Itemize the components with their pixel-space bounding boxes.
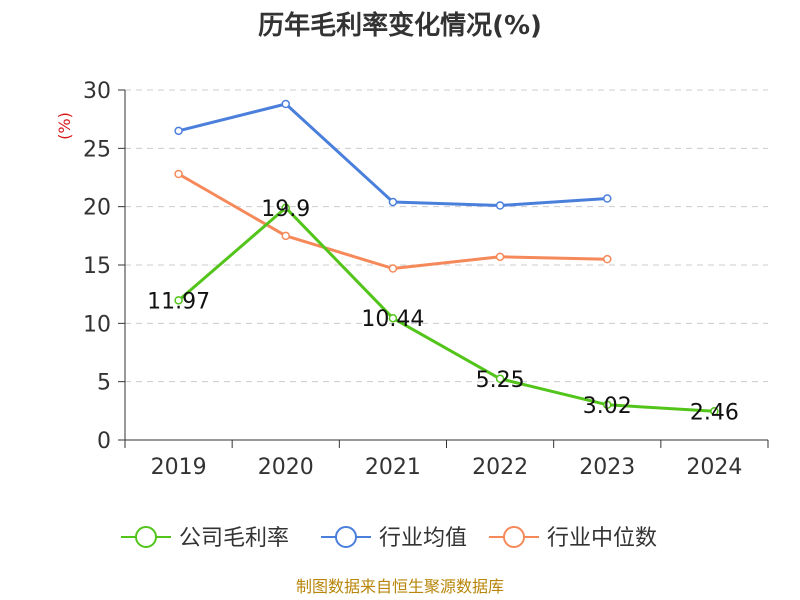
x-tick-label: 2019	[151, 455, 207, 480]
data-point	[174, 169, 183, 179]
x-tick-label: 2020	[258, 455, 314, 480]
y-tick-label: 20	[83, 196, 111, 221]
data-label: 11.97	[147, 289, 210, 314]
legend-label: 行业均值	[379, 526, 467, 551]
data-label: 2.46	[690, 400, 739, 425]
series-line	[177, 206, 715, 413]
series-lines	[174, 99, 719, 416]
x-tick-label: 2023	[579, 455, 635, 480]
data-point	[281, 203, 290, 213]
source-note: 制图数据来自恒生聚源数据库	[296, 577, 504, 596]
data-point	[495, 252, 505, 262]
legend-label: 行业中位数	[547, 526, 657, 551]
x-tick-label: 2022	[472, 455, 528, 480]
data-point	[174, 296, 183, 305]
data-label: 10.44	[361, 307, 424, 332]
data-point	[603, 194, 612, 203]
data-point	[281, 231, 290, 241]
data-point	[710, 407, 719, 416]
y-tick-labels: 0 5 10 15 20 25 30	[83, 79, 111, 454]
axes	[118, 89, 769, 448]
legend: 公司毛利率 行业均值 行业中位数	[121, 526, 657, 551]
data-label: 5.25	[476, 368, 525, 393]
y-tick-label: 30	[83, 79, 111, 104]
y-tick-label: 25	[83, 137, 111, 162]
data-point	[603, 254, 612, 264]
legend-marker	[335, 526, 357, 548]
legend-marker	[135, 526, 157, 548]
y-tick-label: 5	[97, 371, 111, 396]
grid-lines	[125, 89, 768, 383]
y-tick-label: 10	[83, 312, 111, 337]
x-tick-labels: 2019 2020 2021 2022 2023 2024	[151, 455, 743, 480]
data-point	[495, 201, 505, 210]
series-line	[177, 172, 608, 270]
chart-title: 历年毛利率变化情况(%)	[258, 10, 542, 41]
data-label: 19.9	[261, 197, 310, 222]
data-point	[174, 126, 183, 136]
data-point	[495, 374, 505, 383]
x-tick-label: 2021	[365, 455, 421, 480]
x-tick-label: 2024	[686, 455, 742, 480]
legend-label: 公司毛利率	[179, 526, 289, 551]
y-tick-label: 15	[83, 254, 111, 279]
data-point	[388, 264, 398, 273]
data-point	[388, 313, 398, 323]
data-labels: 11.97 19.9 10.44 5.25 3.02 2.46	[147, 197, 739, 425]
y-axis-unit: (%)	[55, 112, 74, 140]
series-line	[178, 102, 608, 207]
data-point	[603, 400, 612, 410]
y-tick-label: 0	[97, 429, 111, 454]
data-point	[281, 99, 290, 109]
data-point	[388, 197, 398, 207]
data-label: 3.02	[583, 394, 632, 419]
legend-marker	[503, 526, 525, 548]
